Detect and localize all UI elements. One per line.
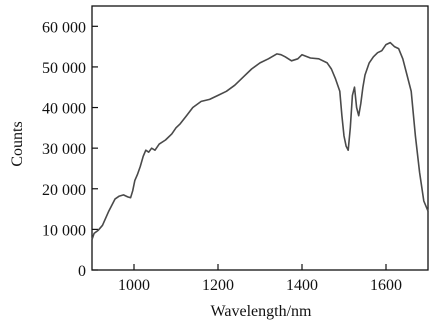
x-tick-label: 1000 [118, 277, 150, 294]
x-axis-title: Wavelength/nm [211, 303, 312, 320]
x-tick-label: 1400 [286, 277, 318, 294]
y-tick-label: 10 000 [42, 222, 86, 239]
x-tick-label: 1200 [202, 277, 234, 294]
y-axis-title: Counts [9, 121, 26, 166]
y-tick-label: 60 000 [42, 19, 86, 36]
spectrum-line [91, 41, 429, 240]
y-tick-label: 30 000 [42, 141, 86, 158]
y-axis: 0 10 000 20 000 30 000 40 000 50 000 60 000 [42, 19, 98, 280]
plot-border [91, 5, 429, 271]
y-tick-label: 50 000 [42, 60, 86, 77]
y-tick-label: 0 [78, 263, 86, 280]
y-tick-label: 40 000 [42, 101, 86, 118]
x-tick-label: 1600 [370, 277, 402, 294]
plot-area [91, 5, 429, 271]
x-axis: 1000 1200 1400 1600 [118, 264, 402, 294]
y-tick-label: 20 000 [42, 182, 86, 199]
